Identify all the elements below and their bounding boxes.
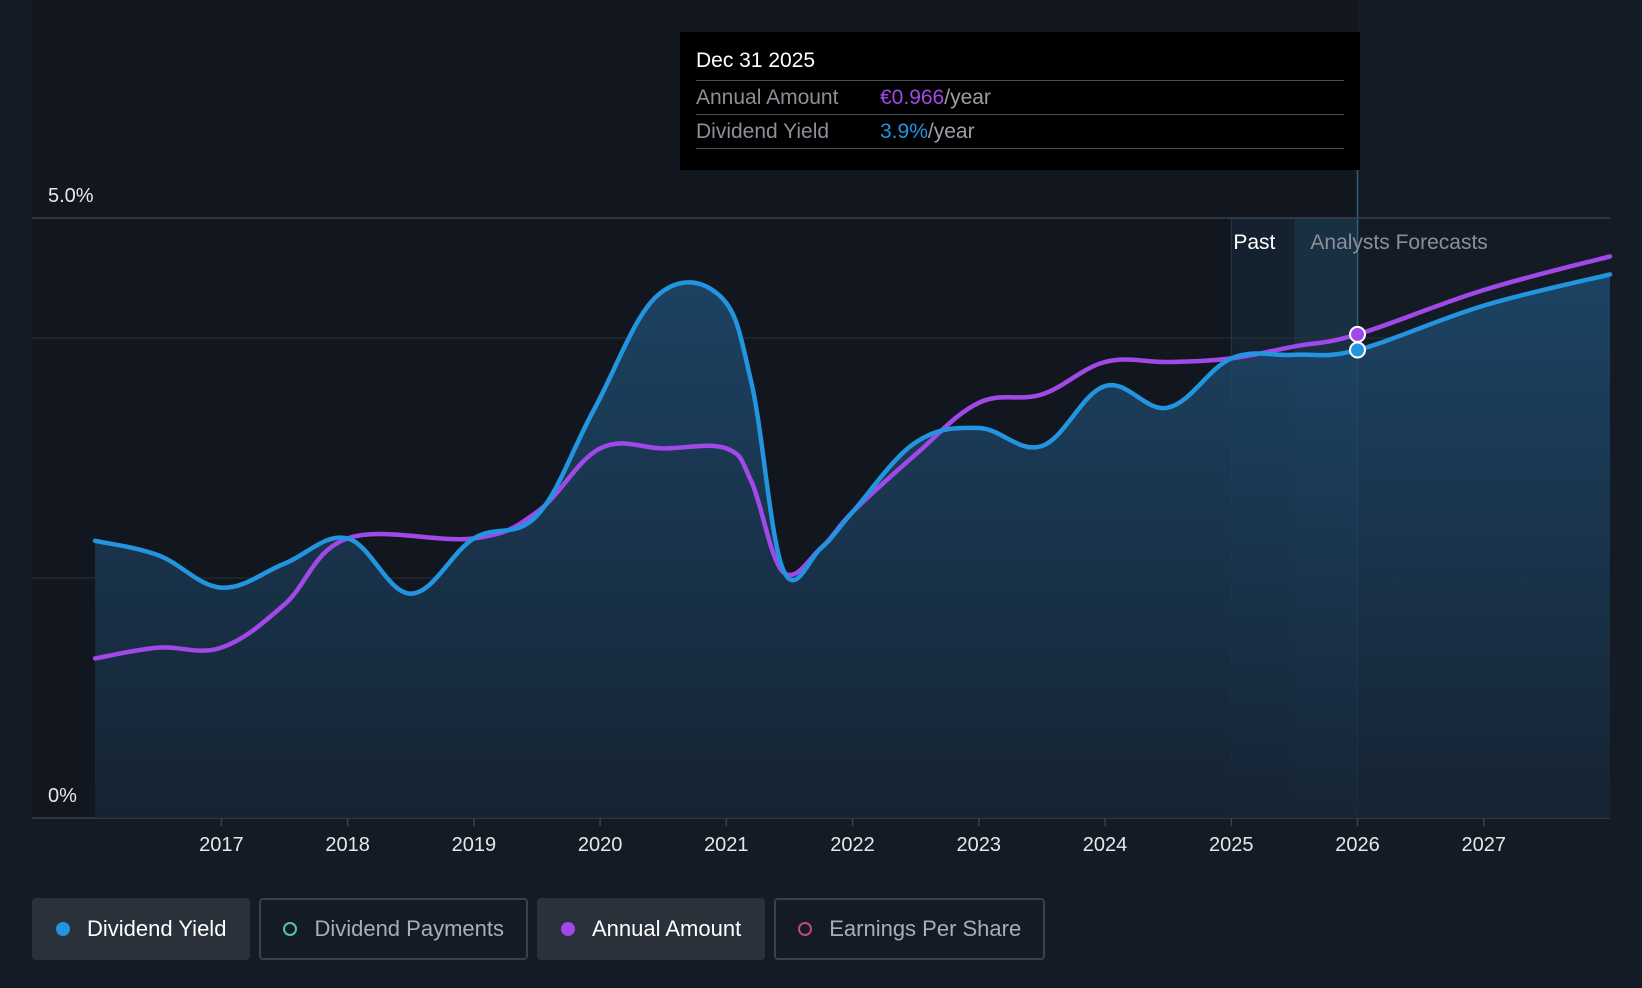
legend-item-dividend-payments[interactable]: Dividend Payments [259,898,528,960]
legend-item-earnings-per-share[interactable]: Earnings Per Share [774,898,1046,960]
legend-label: Dividend Yield [87,916,227,941]
x-axis-labels: 2017 2018 2019 2020 2021 2022 2023 2024 2025 2026… [199,818,1506,856]
legend-label: Annual Amount [591,916,742,941]
legend-dot-icon [560,922,575,936]
annual-amount-marker [1349,325,1367,343]
y-tick-label: 0% [48,785,77,807]
tooltip-unit: /year [927,119,975,143]
legend-ring-icon [798,922,813,936]
hover-markers [1349,325,1367,359]
tooltip-unit: /year [944,85,991,109]
series-lines [92,254,1613,661]
tooltip-date: Dec 31 2025 [696,49,816,72]
dividend-yield-line [92,272,1613,596]
tooltip-row-annual-amount: Annual Amount €0.966 /year [696,80,1344,114]
x-tick-label: 2025 [1209,834,1254,856]
x-tick-label: 2017 [199,834,244,856]
x-tick-label: 2026 [1335,834,1380,856]
dividend-yield-area [95,274,1611,818]
chart-legend: Dividend Yield Dividend Payments Annual … [32,898,1046,960]
analysts-forecasts-label: Analysts Forecasts [1310,231,1487,254]
series-areas [95,274,1611,818]
x-tick-label: 2018 [325,834,370,856]
y-axis-labels: 5.0% 0% [48,185,94,807]
x-tick-label: 2023 [957,834,1002,856]
tooltip-label: Dividend Yield [696,119,830,143]
past-label: Past [1233,231,1275,254]
x-tick-label: 2027 [1462,834,1507,856]
legend-dot-icon [56,922,70,936]
x-tick-label: 2022 [830,834,875,856]
x-tick-label: 2019 [452,834,497,856]
legend-label: Dividend Payments [314,916,504,941]
legend-item-dividend-yield[interactable]: Dividend Yield [32,898,251,960]
x-tick-label: 2021 [704,834,749,856]
x-tick-label: 2024 [1083,834,1128,856]
tooltip-label: Annual Amount [696,85,839,109]
x-tick-label: 2020 [578,834,623,856]
dividend-yield-marker [1349,341,1367,359]
tooltip-row-dividend-yield: Dividend Yield 3.9% /year [696,114,1344,149]
legend-ring-icon [283,922,298,936]
tooltip-value: 3.9% [880,119,928,143]
legend-label: Earnings Per Share [829,916,1022,941]
legend-item-annual-amount[interactable]: Annual Amount [536,898,766,960]
y-tick-label: 5.0% [48,185,94,207]
tooltip-value: €0.966 [880,85,945,109]
chart-tooltip: Dec 31 2025 Annual Amount €0.966 /year D… [680,32,1360,170]
region-labels: Past Analysts Forecasts [1233,231,1487,254]
